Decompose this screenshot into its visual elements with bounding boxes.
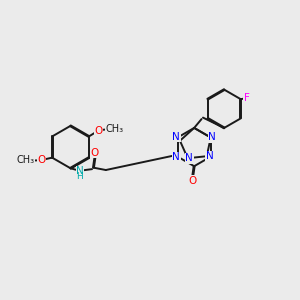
Text: N: N	[206, 151, 214, 161]
Text: F: F	[244, 93, 250, 103]
Text: N: N	[172, 132, 180, 142]
Text: H: H	[76, 172, 83, 181]
Text: N: N	[185, 153, 193, 163]
Text: CH₃: CH₃	[16, 155, 34, 165]
Text: N: N	[208, 133, 216, 142]
Text: N: N	[172, 152, 180, 162]
Text: CH₃: CH₃	[106, 124, 124, 134]
Text: O: O	[94, 126, 103, 136]
Text: O: O	[189, 176, 197, 186]
Text: N: N	[76, 166, 84, 176]
Text: O: O	[91, 148, 99, 158]
Text: O: O	[38, 155, 46, 165]
